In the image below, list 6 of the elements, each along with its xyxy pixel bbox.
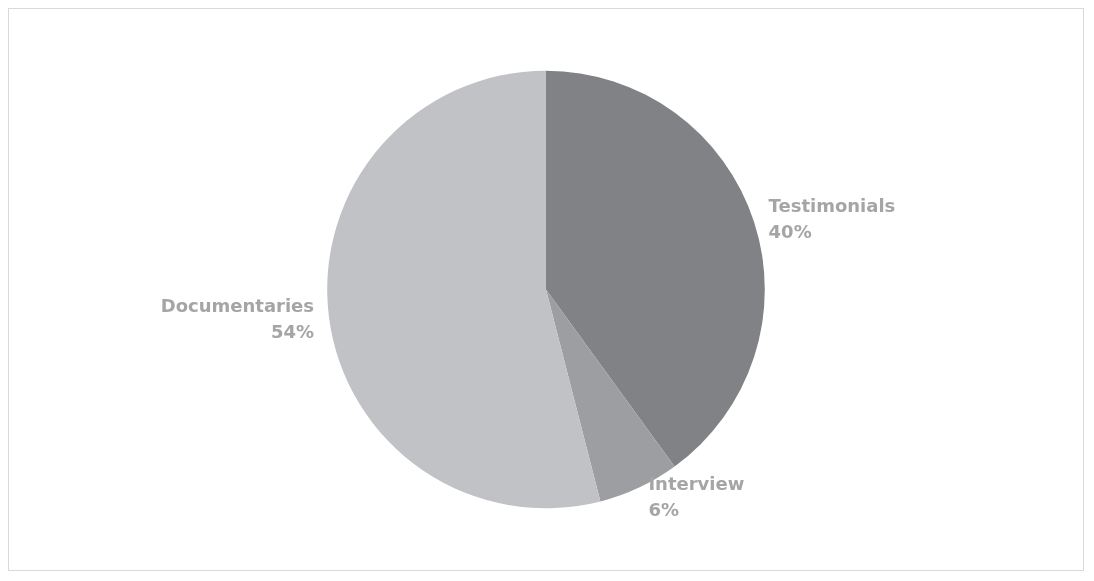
data-label: 6%	[648, 499, 679, 521]
slice-label: Documentaries	[160, 294, 315, 316]
data-label: 54%	[270, 320, 315, 342]
slice-label: Testimonials	[768, 195, 896, 217]
slice-label: Interview	[648, 473, 745, 495]
data-label: 40%	[768, 221, 812, 243]
